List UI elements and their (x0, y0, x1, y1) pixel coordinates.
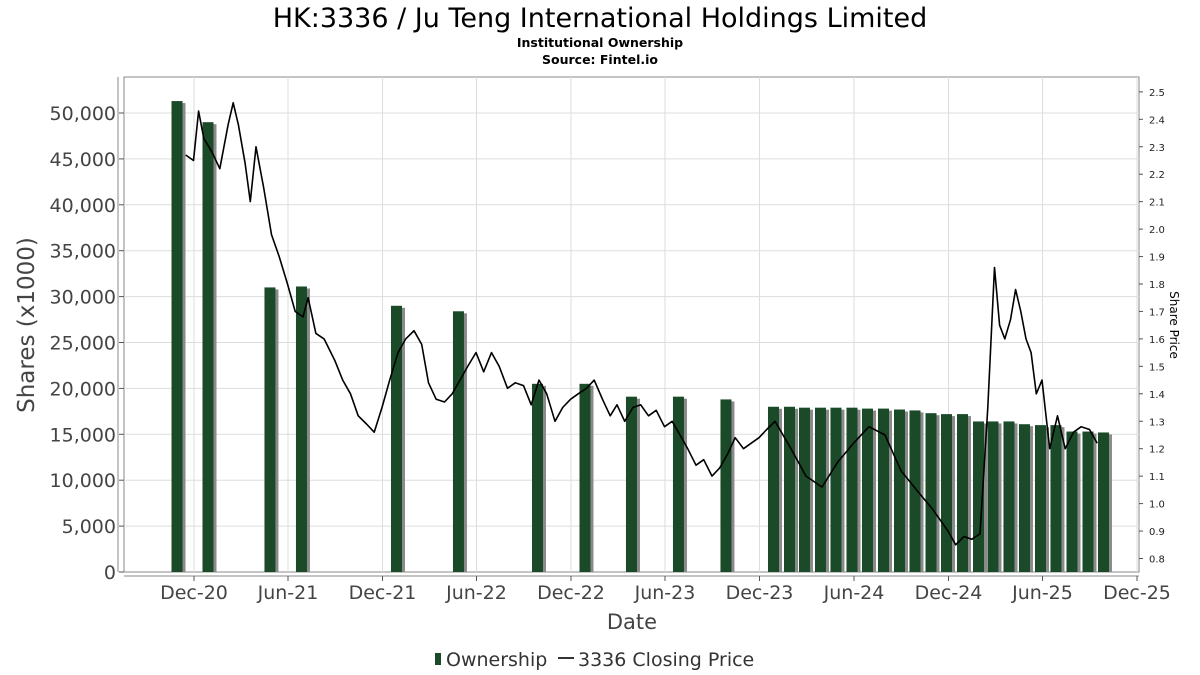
ownership-bar (877, 408, 889, 572)
x-tick-label: Dec-23 (726, 582, 794, 604)
ownership-bar (531, 383, 543, 572)
y2-tick-label: 1.7 (1149, 307, 1165, 318)
y2-tick-label: 1.5 (1149, 362, 1165, 373)
ownership-bar (987, 421, 999, 572)
chart-source: Source: Fintel.io (542, 52, 658, 67)
ownership-bar (846, 407, 858, 572)
right-y-axis: 0.8 0.9 1.0 1.1 1.2 1.3 1.4 1.5 1.6 1.7 1.8 1.9 2.0 2… (1139, 88, 1165, 566)
y-tick-label: 25,000 (50, 333, 116, 355)
legend-price-label: 3336 Closing Price (578, 649, 754, 671)
y2-tick-label: 1.9 (1149, 253, 1165, 264)
x-tick-label: Jun-23 (634, 582, 696, 604)
x-axis-label: Date (607, 610, 657, 634)
ownership-bar (1050, 425, 1062, 572)
y2-tick-label: 2.0 (1149, 225, 1165, 236)
y-tick-label: 10,000 (50, 470, 116, 492)
ownership-bar (1066, 431, 1078, 572)
ownership-bar (1082, 431, 1094, 572)
ownership-bar (390, 305, 402, 572)
y2-tick-label: 1.0 (1149, 500, 1165, 511)
ownership-bar (295, 286, 307, 572)
y2-tick-label: 1.4 (1149, 390, 1165, 401)
ownership-bar (720, 399, 732, 572)
y2-tick-label: 2.5 (1149, 88, 1165, 99)
y-tick-label: 15,000 (50, 424, 116, 446)
ownership-bar (625, 396, 637, 572)
legend: Ownership 3336 Closing Price (435, 649, 754, 671)
y-axis-label: Shares (x1000) (14, 237, 40, 413)
x-tick-label: Jun-24 (823, 582, 885, 604)
y2-tick-label: 0.9 (1149, 527, 1165, 538)
y-tick-label: 50,000 (50, 103, 116, 125)
price-line-layer (185, 102, 1098, 546)
x-tick-label: Dec-25 (1103, 582, 1171, 604)
ownership-bar (672, 396, 684, 572)
y-tick-label: 45,000 (50, 149, 116, 171)
ownership-bar (893, 409, 905, 572)
x-tick-label: Jun-22 (445, 582, 507, 604)
y-tick-label: 30,000 (50, 287, 116, 309)
legend-ownership-label: Ownership (446, 649, 547, 671)
y2-tick-label: 2.1 (1149, 198, 1165, 209)
ownership-bar (940, 414, 952, 572)
y2-tick-label: 2.2 (1149, 170, 1165, 181)
y2-tick-label: 1.8 (1149, 280, 1165, 291)
y-tick-label: 35,000 (50, 241, 116, 263)
ownership-bar (579, 383, 591, 572)
ownership-bar (909, 410, 921, 572)
price-line (185, 102, 1098, 546)
ownership-bar (767, 406, 779, 572)
ownership-bars (171, 101, 1112, 573)
ownership-bar (956, 414, 968, 572)
ownership-bar (830, 407, 842, 572)
y2-tick-label: 1.3 (1149, 417, 1165, 428)
ownership-bar (798, 407, 810, 572)
y2-tick-label: 2.4 (1149, 115, 1165, 126)
x-tick-label: Jun-25 (1011, 582, 1073, 604)
ownership-bar (171, 101, 183, 572)
ownership-bar (1034, 425, 1046, 572)
x-tick-label: Dec-21 (349, 582, 417, 604)
y2-tick-label: 0.8 (1149, 555, 1165, 566)
left-y-axis: 0 5,000 10,000 15,000 20,000 25,000 30,000 35,0… (50, 77, 124, 584)
ownership-bar (861, 408, 873, 572)
ownership-bar (452, 311, 464, 572)
ownership-bar (202, 122, 214, 573)
legend-ownership-swatch (435, 653, 441, 665)
ownership-bar (1003, 421, 1015, 572)
chart-title: HK:3336 / Ju Teng International Holdings… (273, 3, 928, 34)
y-tick-label: 20,000 (50, 378, 116, 400)
y2-tick-label: 1.6 (1149, 335, 1165, 346)
grid-lines (124, 77, 1139, 572)
ownership-bar (783, 406, 795, 572)
x-tick-label: Dec-20 (160, 582, 228, 604)
ownership-bar (973, 421, 985, 572)
y-tick-label: 5,000 (62, 516, 116, 538)
y2-tick-label: 2.3 (1149, 143, 1165, 154)
x-axis: Dec-20 Jun-21 Dec-21 Jun-22 Dec-22 Jun-23 Dec-… (124, 575, 1171, 604)
ownership-bar (1097, 432, 1109, 572)
chart-subtitle: Institutional Ownership (517, 35, 683, 50)
x-tick-label: Jun-21 (257, 582, 319, 604)
y2-tick-label: 1.1 (1149, 472, 1165, 483)
y2-axis-label: Share Price (1167, 291, 1181, 359)
ownership-bar (264, 287, 276, 572)
ownership-bar (814, 407, 826, 572)
y-tick-label: 0 (104, 562, 116, 584)
x-tick-label: Dec-24 (915, 582, 983, 604)
y-tick-label: 40,000 (50, 195, 116, 217)
y2-tick-label: 1.2 (1149, 445, 1165, 456)
x-tick-label: Dec-22 (537, 582, 605, 604)
ownership-bar (1018, 424, 1030, 572)
ownership-bar (925, 413, 937, 572)
